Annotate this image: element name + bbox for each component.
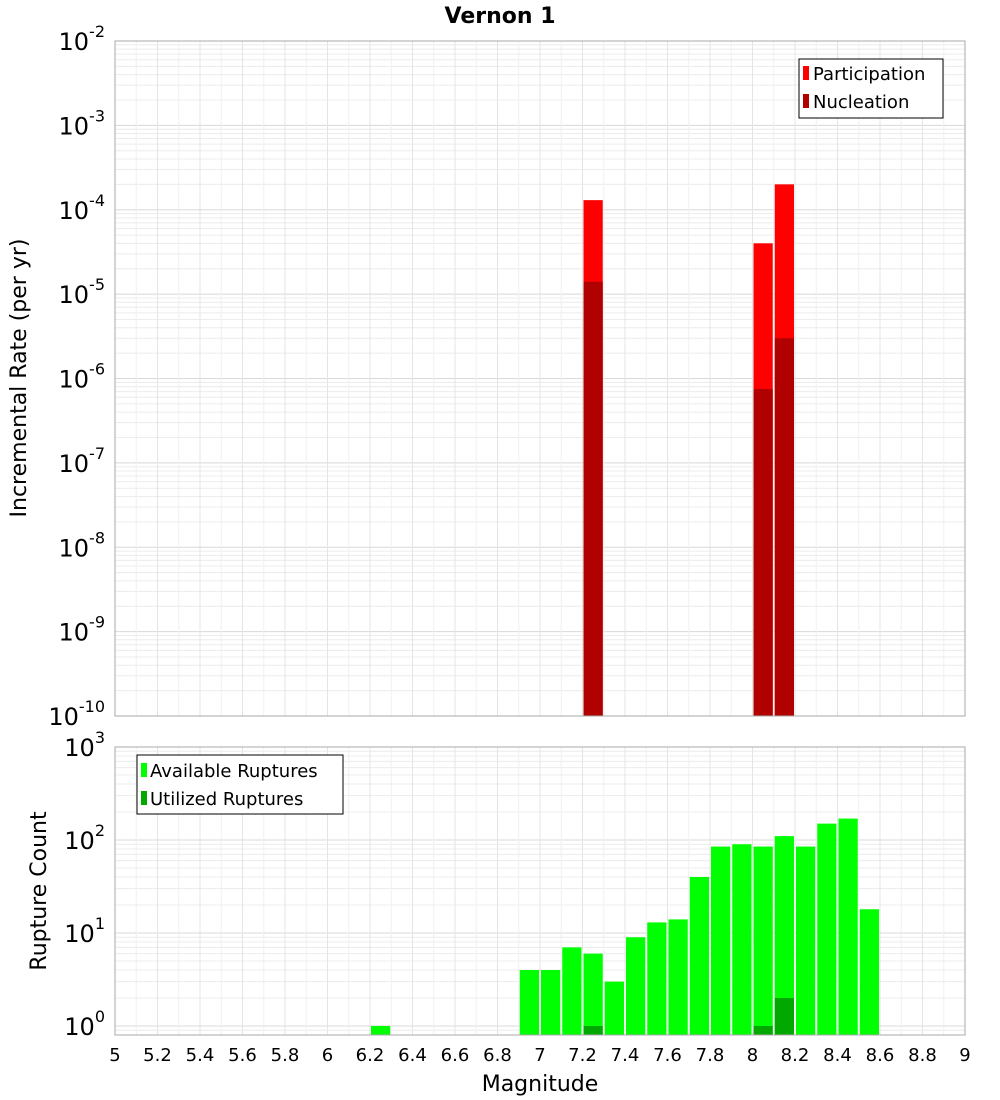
legend-label-available-ruptures: Available Ruptures xyxy=(150,761,318,782)
top-bar-nucleation xyxy=(753,389,773,716)
x-tick-label: 8 xyxy=(747,1045,758,1066)
top-bars xyxy=(583,184,794,717)
bottom-y-tick-label: 101 xyxy=(64,914,105,948)
bottom-bar-available-ruptures xyxy=(626,937,646,1035)
x-tick-label: 6.4 xyxy=(398,1045,427,1066)
bottom-bar-available-ruptures xyxy=(541,969,561,1035)
bottom-legend-box xyxy=(136,754,344,815)
legend-swatch-utilized-ruptures xyxy=(141,791,147,805)
legend-label-utilized-ruptures: Utilized Ruptures xyxy=(150,789,303,810)
top-y-ticks: 10-10 10-9 10-8 10-7 10-6 10-5 10-4 10-3 10-2 xyxy=(48,22,105,731)
bottom-bar-available-ruptures xyxy=(371,1025,391,1035)
top-y-axis-label: Incremental Rate (per yr) xyxy=(7,239,32,518)
bottom-plot-border xyxy=(114,746,966,1036)
x-ticks: 5 5.2 5.4 5.6 5.8 6 6.2 6.4 6.6 6.8 7 7.2 7.4 7.6 7.8 8… xyxy=(109,1045,970,1066)
top-y-tick-label: 10-10 xyxy=(48,697,105,731)
bottom-bar-available-ruptures xyxy=(774,836,794,1035)
x-tick-label: 7.6 xyxy=(653,1045,682,1066)
bottom-y-axis-label: Rupture Count xyxy=(27,811,52,971)
top-y-tick-label: 10-7 xyxy=(59,444,106,478)
x-tick-label: 7.8 xyxy=(696,1045,725,1066)
bottom-bar-available-ruptures xyxy=(817,823,837,1035)
x-tick-label: 5.2 xyxy=(143,1045,172,1066)
top-legend-box xyxy=(798,58,944,119)
top-panel: 10-10 10-9 10-8 10-7 10-6 10-5 10-4 10-3 10-2 In… xyxy=(7,22,966,731)
bottom-legend: Available Ruptures Utilized Ruptures xyxy=(136,754,344,815)
top-gridlines xyxy=(114,41,966,717)
bottom-bar-utilized-ruptures xyxy=(774,997,794,1035)
bottom-bar-available-ruptures xyxy=(859,909,879,1035)
x-tick-label: 8.6 xyxy=(866,1045,895,1066)
x-tick-label: 9 xyxy=(959,1045,970,1066)
legend-label-nucleation: Nucleation xyxy=(813,92,909,113)
legend-swatch-nucleation xyxy=(803,94,809,108)
top-y-tick-label: 10-8 xyxy=(59,528,106,562)
x-tick-label: 8.8 xyxy=(908,1045,937,1066)
top-legend: Participation Nucleation xyxy=(798,58,944,119)
x-tick-label: 7.4 xyxy=(611,1045,640,1066)
bottom-bar-available-ruptures xyxy=(838,818,858,1035)
bottom-y-ticks: 100 101 102 103 xyxy=(64,728,105,1041)
bottom-bar-available-ruptures xyxy=(753,846,773,1035)
x-axis-label: Magnitude xyxy=(482,1072,599,1097)
x-tick-label: 8.2 xyxy=(781,1045,810,1066)
x-tick-label: 6.6 xyxy=(441,1045,470,1066)
bottom-bar-available-ruptures xyxy=(732,844,752,1035)
top-y-tick-label: 10-5 xyxy=(59,275,106,309)
x-tick-label: 6.2 xyxy=(356,1045,385,1066)
bottom-bars xyxy=(371,818,879,1035)
top-bar-nucleation xyxy=(774,338,794,716)
x-tick-label: 8.4 xyxy=(823,1045,852,1066)
bottom-panel: 100 101 102 103 Rupture Count Available Rup… xyxy=(27,728,971,1097)
bottom-y-tick-label: 103 xyxy=(64,728,105,762)
top-y-tick-label: 10-2 xyxy=(59,22,106,56)
x-tick-label: 5.4 xyxy=(186,1045,215,1066)
bottom-bar-utilized-ruptures xyxy=(583,1025,603,1035)
top-y-tick-label: 10-6 xyxy=(59,360,106,394)
legend-swatch-available-ruptures xyxy=(141,763,147,777)
x-tick-label: 6.8 xyxy=(483,1045,512,1066)
legend-swatch-participation xyxy=(803,66,809,80)
top-y-tick-label: 10-9 xyxy=(59,613,106,647)
bottom-y-tick-label: 102 xyxy=(64,821,105,855)
top-y-tick-label: 10-4 xyxy=(59,191,106,225)
bottom-bar-available-ruptures xyxy=(668,919,688,1035)
top-plot-border xyxy=(114,40,966,717)
bottom-bar-available-ruptures xyxy=(583,953,603,1035)
x-tick-label: 5.8 xyxy=(271,1045,300,1066)
x-tick-label: 6 xyxy=(322,1045,333,1066)
bottom-bar-available-ruptures xyxy=(647,922,667,1035)
top-y-tick-label: 10-3 xyxy=(59,106,106,140)
bottom-bar-available-ruptures xyxy=(689,877,709,1035)
x-tick-label: 7 xyxy=(534,1045,545,1066)
top-bar-nucleation xyxy=(583,281,603,716)
bottom-bar-utilized-ruptures xyxy=(753,1025,773,1035)
bottom-y-tick-label: 100 xyxy=(64,1007,105,1041)
x-tick-label: 7.2 xyxy=(568,1045,597,1066)
legend-label-participation: Participation xyxy=(813,64,925,85)
x-tick-label: 5.6 xyxy=(228,1045,257,1066)
bottom-bar-available-ruptures xyxy=(711,846,731,1035)
bottom-bar-available-ruptures xyxy=(796,846,816,1035)
bottom-bar-available-ruptures xyxy=(519,969,539,1035)
x-tick-label: 5 xyxy=(109,1045,120,1066)
chart-title: Vernon 1 xyxy=(445,4,556,29)
bottom-bar-available-ruptures xyxy=(562,947,582,1035)
bottom-bar-available-ruptures xyxy=(604,981,624,1035)
